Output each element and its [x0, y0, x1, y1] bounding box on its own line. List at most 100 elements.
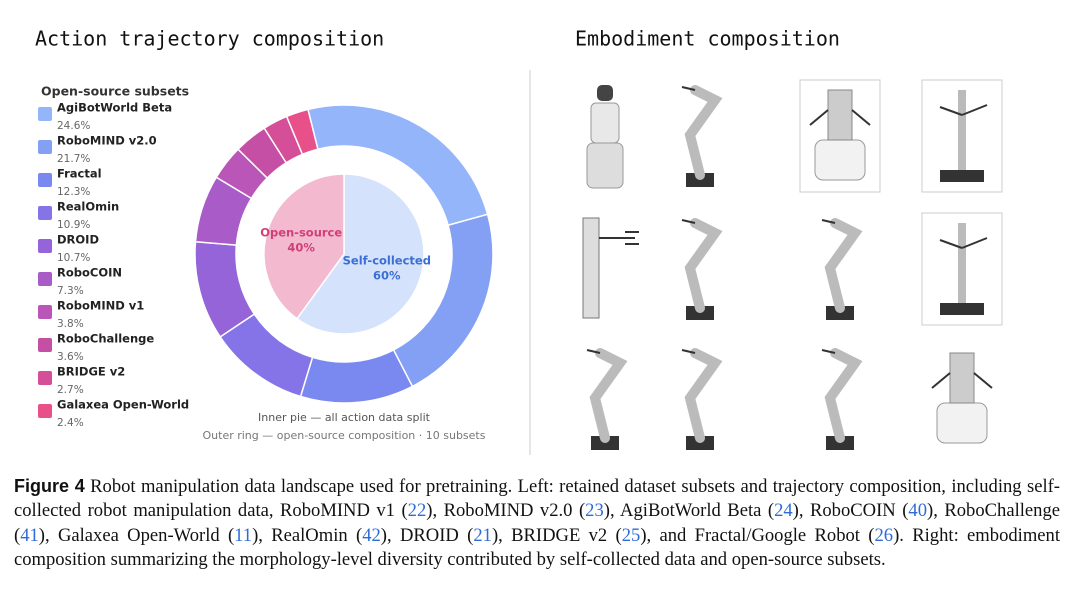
- citation: 24: [774, 500, 793, 522]
- citation: 25: [621, 524, 641, 546]
- robot-part: [590, 102, 620, 144]
- legend-label: RealOmin: [57, 200, 119, 214]
- ring-segment: [285, 108, 319, 156]
- legend-title: Open-source subsets: [41, 84, 189, 99]
- ring-segment: [299, 348, 414, 404]
- caption-text: ), DROID (: [380, 524, 474, 546]
- citation: 40: [908, 500, 927, 522]
- robot-part: [958, 223, 966, 313]
- legend-label: RoboMIND v2.0: [57, 134, 157, 148]
- legend-value: 24.6%: [57, 120, 90, 132]
- legend-label: DROID: [57, 233, 99, 247]
- caption-text: ), BRIDGE v2 (: [491, 524, 622, 546]
- caption-text: ), RoboMIND v2.0 (: [426, 500, 586, 522]
- robot-image: [921, 212, 1003, 326]
- caption-text: ), Galaxea Open-World (: [38, 524, 235, 546]
- caption: Figure 4 Robot manipulation data landsca…: [14, 474, 1060, 573]
- robot-image: [799, 79, 881, 193]
- citation: 41: [20, 524, 39, 546]
- legend-value: 21.7%: [57, 153, 90, 165]
- legend-swatch: [38, 404, 52, 418]
- legend-swatch: [38, 305, 52, 319]
- caption-text: ), RealOmin (: [252, 524, 363, 546]
- legend-swatch: [38, 272, 52, 286]
- robot-part: [939, 237, 988, 249]
- pie-slice: [263, 173, 345, 320]
- robot-part: [582, 217, 600, 319]
- figure: Action trajectory composition Embodiment…: [35, 27, 1003, 455]
- legend-swatch: [38, 107, 52, 121]
- legend-label: AgiBotWorld Beta: [57, 101, 172, 115]
- legend-label: Fractal: [57, 167, 102, 181]
- citation: 42: [362, 524, 381, 546]
- note: Inner pie — all action data split: [258, 411, 431, 424]
- robot-part: [684, 218, 723, 313]
- legend-swatch: [38, 371, 52, 385]
- legend-value: 10.7%: [57, 252, 90, 264]
- robot-part: [814, 139, 866, 181]
- legend-value: 10.9%: [57, 219, 90, 231]
- robot-image: [681, 218, 723, 320]
- citation: 22: [407, 500, 427, 522]
- robot-part: [940, 303, 984, 315]
- robot-image: [586, 348, 628, 450]
- citation: 23: [585, 500, 604, 522]
- robot-part: [958, 90, 966, 180]
- robot-part: [586, 142, 624, 189]
- caption-text: ), RoboChallenge (: [14, 500, 1061, 546]
- image-frame: [921, 79, 1003, 193]
- robot-image: [821, 348, 863, 450]
- robot-part: [599, 231, 639, 245]
- image-frame: [921, 212, 1003, 326]
- robot-part: [931, 372, 993, 389]
- chart-title: Action trajectory composition: [35, 27, 384, 51]
- robot-part: [684, 85, 723, 180]
- robot-part: [821, 349, 836, 354]
- robot-part: [936, 402, 988, 444]
- robot-part: [821, 219, 836, 224]
- legend-label: RoboCOIN: [57, 266, 122, 280]
- legend-label: RoboChallenge: [57, 332, 154, 346]
- caption-text: ). Right: embodiment composition summari…: [14, 524, 1061, 571]
- robot-part: [589, 348, 628, 443]
- robot-image: [681, 348, 723, 450]
- robot-image: [821, 218, 863, 320]
- robot-part: [809, 109, 871, 126]
- legend-value: 2.4%: [57, 417, 84, 429]
- legend-swatch: [38, 338, 52, 352]
- slice-label: Open-source: [260, 226, 342, 240]
- legend-value: 2.7%: [57, 384, 84, 396]
- citation: 11: [234, 524, 253, 546]
- robot-part: [826, 436, 854, 450]
- caption-text: ), and Fractal/Google Robot (: [640, 524, 875, 546]
- legend-label: RoboMIND v1: [57, 299, 144, 313]
- robot-part: [681, 349, 696, 354]
- robot-part: [681, 219, 696, 224]
- pie-slice: [295, 173, 425, 335]
- robot-part: [939, 104, 988, 116]
- citation: 21: [473, 524, 492, 546]
- robot-part: [949, 352, 975, 404]
- legend-label: BRIDGE v2: [57, 365, 125, 379]
- caption-text: Robot manipulation data landscape used f…: [14, 476, 1060, 522]
- caption-text: ), RoboCOIN (: [792, 500, 909, 522]
- citation: 26: [874, 524, 894, 546]
- robot-image: [931, 352, 993, 444]
- robot-image: [921, 79, 1003, 193]
- robot-part: [824, 218, 863, 313]
- robot-part: [686, 436, 714, 450]
- robot-part: [827, 89, 853, 141]
- robot-part: [684, 348, 723, 443]
- robot-image: [586, 85, 624, 189]
- robot-part: [597, 85, 613, 101]
- caption-text: ), AgiBotWorld Beta (: [603, 500, 775, 522]
- robot-part: [826, 306, 854, 320]
- robot-part: [940, 170, 984, 182]
- panel-title: Embodiment composition: [575, 27, 840, 51]
- legend-swatch: [38, 239, 52, 253]
- legend-value: 7.3%: [57, 285, 84, 297]
- caption-label: Figure 4: [14, 476, 85, 496]
- slice-label: Self-collected: [343, 253, 431, 267]
- image-frame: [799, 79, 881, 193]
